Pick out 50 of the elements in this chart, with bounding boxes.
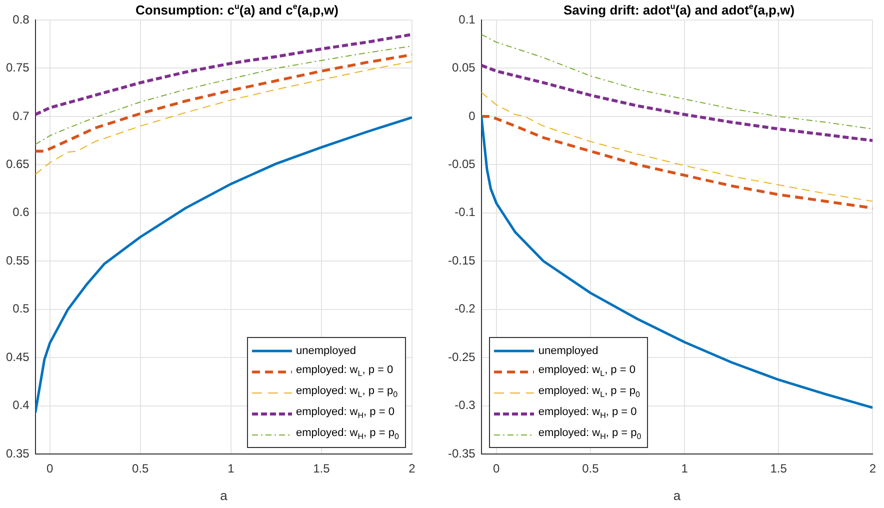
x-tick-label: 2 <box>869 462 876 476</box>
y-tick-label: 0.5 <box>12 302 30 316</box>
y-tick-label: -0.1 <box>454 205 476 220</box>
y-tick-label: 0.1 <box>458 12 476 26</box>
line-series <box>35 32 412 116</box>
x-tick-label: 1 <box>681 462 688 476</box>
y-tick-label: -0.15 <box>448 253 476 268</box>
y-tick-label: 0.35 <box>6 446 30 460</box>
x-tick-label: 0 <box>46 462 54 476</box>
y-tick-label: 0.6 <box>12 205 30 220</box>
legend-label: employed: w$_{L}$, p = p$_{0}$ <box>538 385 640 400</box>
legend-label: employed: w$_{H}$, p = 0 <box>296 406 394 421</box>
legend-label: employed: w$_{H}$, p = p$_{0}$ <box>296 427 399 442</box>
x-tick-label: 1.5 <box>313 462 330 476</box>
y-tick-label: 0.8 <box>12 12 30 26</box>
y-tick-label: 0.65 <box>6 156 30 171</box>
line-series <box>481 34 873 130</box>
line-series <box>35 60 412 175</box>
x-axis-title: a <box>673 488 682 503</box>
line-series <box>481 92 873 202</box>
y-tick-label: 0.45 <box>6 350 30 364</box>
legend-label: employed: w$_{L}$, p = 0 <box>296 364 394 379</box>
x-tick-label: 0 <box>493 462 500 476</box>
legend-label: employed: w$_{H}$, p = p$_{0}$ <box>538 427 642 442</box>
x-tick-label: 1 <box>228 462 235 476</box>
x-tick-label: 1.5 <box>770 462 788 476</box>
y-tick-label: 0.75 <box>6 60 30 75</box>
y-tick-label: -0.25 <box>448 350 476 364</box>
legend-label: unemployed <box>538 344 598 356</box>
y-tick-label: 0.05 <box>452 60 476 75</box>
legend-label: employed: w$_{L}$, p = 0 <box>538 364 636 379</box>
y-tick-label: -0.3 <box>454 398 476 412</box>
x-tick-label: 0.5 <box>132 462 150 476</box>
legend-label: employed: w$_{H}$, p = 0 <box>538 406 637 421</box>
chart-title: Consumption: c$^{u}$(a) and c$^{e}$(a,p,w) <box>134 2 340 18</box>
y-tick-label: -0.2 <box>454 302 476 316</box>
y-tick-label: 0.55 <box>6 253 30 268</box>
y-tick-label: -0.35 <box>448 446 476 460</box>
legend-label: employed: w$_{L}$, p = p$_{0}$ <box>296 385 398 400</box>
y-tick-label: 0.7 <box>12 108 30 123</box>
y-tick-label: 0 <box>468 108 476 123</box>
y-tick-label: 0.4 <box>12 398 30 412</box>
y-tick-label: -0.05 <box>448 156 476 171</box>
chart-title: Saving drift: adot$^{u}$(a) and adot$^{e}$(a,p,w) <box>562 2 796 18</box>
line-series <box>481 115 873 210</box>
legend-label: unemployed <box>296 344 356 356</box>
line-series <box>481 64 873 142</box>
x-tick-label: 0.5 <box>582 462 600 476</box>
x-axis-title: a <box>220 488 228 503</box>
x-tick-label: 2 <box>408 462 416 476</box>
